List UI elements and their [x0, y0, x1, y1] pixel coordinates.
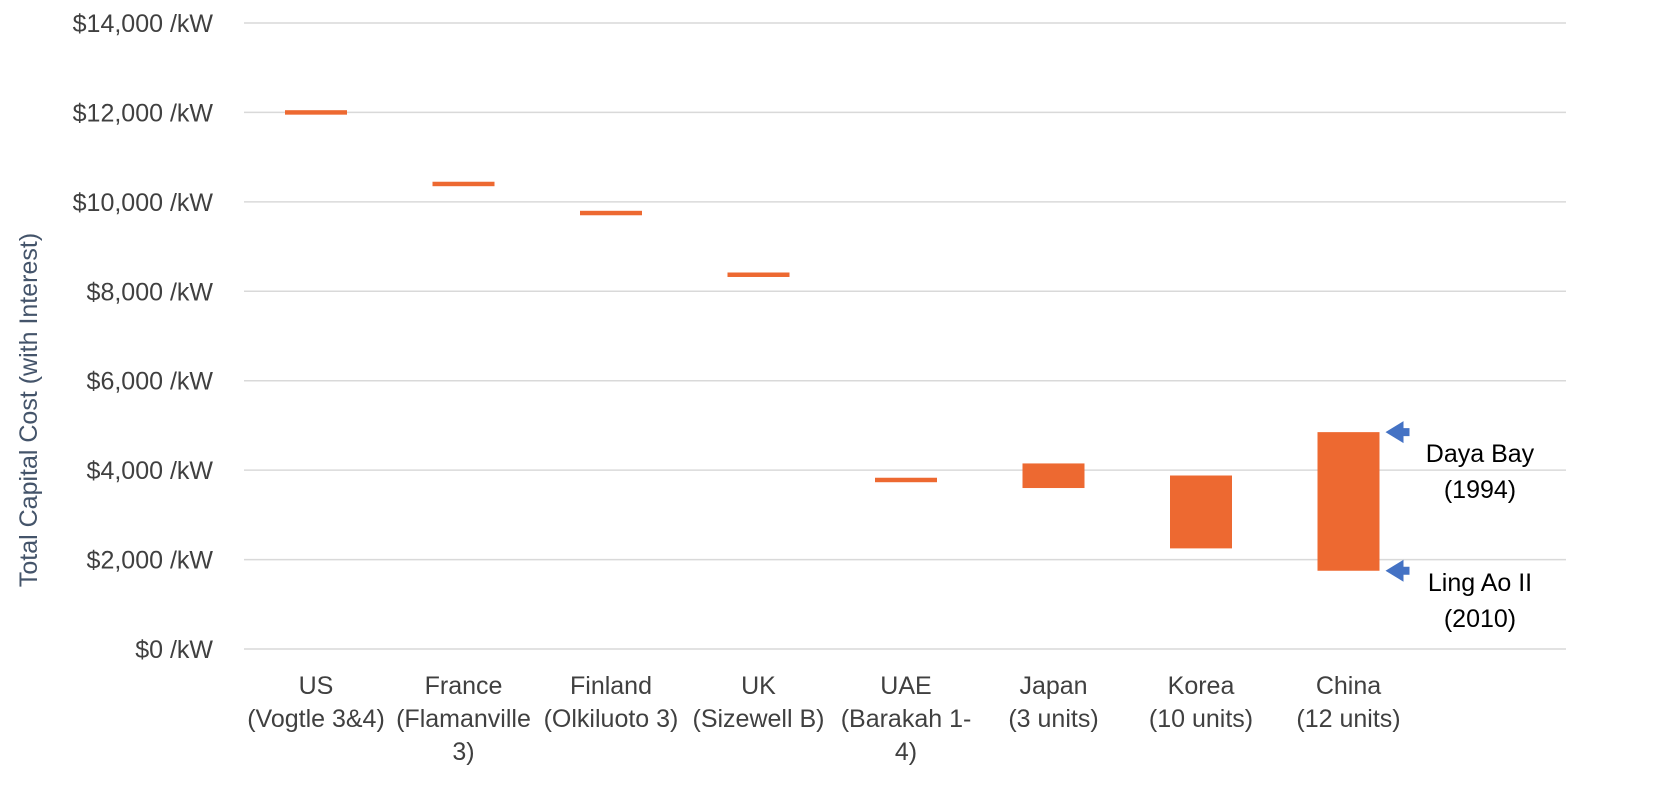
range-bar	[1317, 432, 1380, 571]
annotation-label: Ling Ao II (2010)	[1428, 569, 1532, 633]
range-bar	[727, 272, 790, 277]
x-axis-category-labels: US (Vogtle 3&4) France (Flamanville 3) Finlan…	[247, 672, 1400, 766]
category-label-line: Korea	[1168, 672, 1235, 700]
range-bar	[875, 477, 937, 483]
category-label-line: (10 units)	[1149, 705, 1253, 733]
annotation-label-line: (1994)	[1444, 476, 1516, 504]
category-label-line: (Vogtle 3&4)	[247, 705, 385, 733]
category-label-line: (Barakah 1-	[841, 705, 972, 733]
category-label-line: France	[425, 672, 503, 700]
annotations: Daya Bay (1994) Ling Ao II (2010)	[1385, 421, 1535, 633]
category-label: US (Vogtle 3&4)	[247, 672, 385, 733]
range-bars	[285, 110, 1380, 571]
category-label: UK (Sizewell B)	[693, 672, 825, 733]
range-bar	[432, 181, 495, 187]
range-bar	[1022, 463, 1085, 489]
category-label: France (Flamanville 3)	[396, 672, 531, 766]
y-tick-label: $4,000 /kW	[87, 457, 214, 485]
range-bar	[1170, 475, 1232, 549]
category-label-line: (12 units)	[1296, 705, 1400, 733]
annotation-label-line: Ling Ao II	[1428, 569, 1532, 597]
category-label-line: (Flamanville	[396, 705, 531, 733]
category-label-line: (3 units)	[1008, 705, 1098, 733]
y-tick-label: $12,000 /kW	[73, 99, 214, 127]
y-axis-tick-labels: $0 /kW $2,000 /kW $4,000 /kW $6,000 /kW $8,0…	[73, 10, 214, 664]
annotation-label: Daya Bay (1994)	[1426, 440, 1535, 504]
y-tick-label: $8,000 /kW	[87, 278, 214, 306]
category-label-line: UAE	[880, 672, 931, 700]
gridlines	[244, 22, 1566, 650]
range-bar	[580, 210, 642, 216]
y-tick-label: $14,000 /kW	[73, 10, 214, 38]
category-label: Finland (Olkiluoto 3)	[544, 672, 679, 733]
category-label: UAE (Barakah 1- 4)	[841, 672, 972, 766]
category-label-line: US	[299, 672, 334, 700]
annotation-label-line: (2010)	[1444, 605, 1516, 633]
category-label-line: 4)	[895, 738, 917, 766]
category-label-line: 3)	[452, 738, 474, 766]
category-label-line: UK	[741, 672, 776, 700]
y-tick-label: $0 /kW	[135, 636, 213, 664]
category-label-line: (Sizewell B)	[693, 705, 825, 733]
annotation-arrow	[1385, 421, 1410, 444]
category-label-line: (Olkiluoto 3)	[544, 705, 679, 733]
range-bar	[285, 110, 347, 115]
category-label: Korea (10 units)	[1149, 672, 1253, 733]
category-label: Japan (3 units)	[1008, 672, 1098, 733]
annotation-label-line: Daya Bay	[1426, 440, 1535, 468]
category-label-line: China	[1316, 672, 1381, 700]
y-axis-title: Total Capital Cost (with Interest)	[15, 233, 43, 587]
y-tick-label: $6,000 /kW	[87, 368, 214, 396]
category-label: China (12 units)	[1296, 672, 1400, 733]
category-label-line: Finland	[570, 672, 652, 700]
annotation-arrow	[1385, 559, 1410, 582]
category-label-line: Japan	[1019, 672, 1087, 700]
y-tick-label: $10,000 /kW	[73, 189, 214, 217]
y-tick-label: $2,000 /kW	[87, 547, 214, 575]
